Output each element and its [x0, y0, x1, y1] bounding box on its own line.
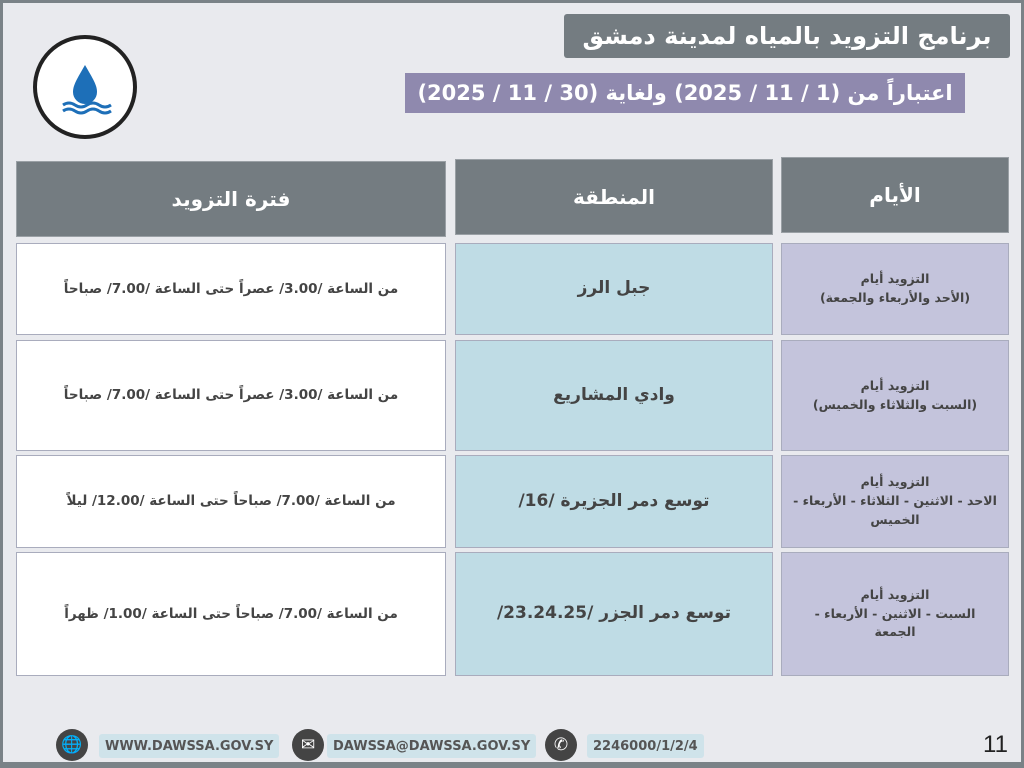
globe-icon: 🌐 — [56, 729, 88, 761]
header-period: فترة التزويد — [16, 161, 446, 237]
header-region: المنطقة — [455, 159, 773, 235]
row-1-region-cell: جبل الرز — [455, 243, 773, 335]
page-number: 11 — [983, 731, 1008, 758]
row-1-days-cell: التزويد أيام (الأحد والأربعاء والجمعة) — [781, 243, 1009, 335]
row-4-period-cell: من الساعة /7.00/ صباحاً حتى الساعة /1.00… — [16, 552, 446, 676]
row-1-period-cell: من الساعة /3.00/ عصراً حتى الساعة /7.00/… — [16, 243, 446, 335]
website-link[interactable]: WWW.DAWSSA.GOV.SY — [99, 734, 280, 758]
envelope-icon: ✉ — [292, 729, 324, 761]
row-4-days-cell: التزويد أيام السبت - الاثنين - الأربعاء … — [781, 552, 1009, 676]
email-link[interactable]: DAWSSA@DAWSSA.GOV.SY — [327, 734, 537, 758]
date-range: اعتباراً من (1 / 11 / 2025) ولغاية (30 /… — [405, 73, 965, 113]
page-title: برنامج التزويد بالمياه لمدينة دمشق — [564, 14, 1010, 58]
header-days: الأيام — [781, 157, 1009, 233]
row-4-region-cell: توسع دمر الجزر /23.24.25/ — [455, 552, 773, 676]
phone-number: 2246000/1/2/4 — [587, 734, 704, 758]
row-2-days-cell: التزويد أيام (السبت والثلاثاء والخميس) — [781, 340, 1009, 451]
row-2-period-cell: من الساعة /3.00/ عصراً حتى الساعة /7.00/… — [16, 340, 446, 451]
phone-icon: ✆ — [545, 729, 577, 761]
row-3-days-cell: التزويد أيام الاحد - الاثنين - الثلاثاء … — [781, 455, 1009, 548]
row-3-period-cell: من الساعة /7.00/ صباحاً حتى الساعة /12.0… — [16, 455, 446, 548]
row-3-region-cell: توسع دمر الجزيرة /16/ — [455, 455, 773, 548]
water-drop-icon — [62, 65, 112, 115]
organization-logo — [33, 35, 137, 139]
row-2-region-cell: وادي المشاريع — [455, 340, 773, 451]
